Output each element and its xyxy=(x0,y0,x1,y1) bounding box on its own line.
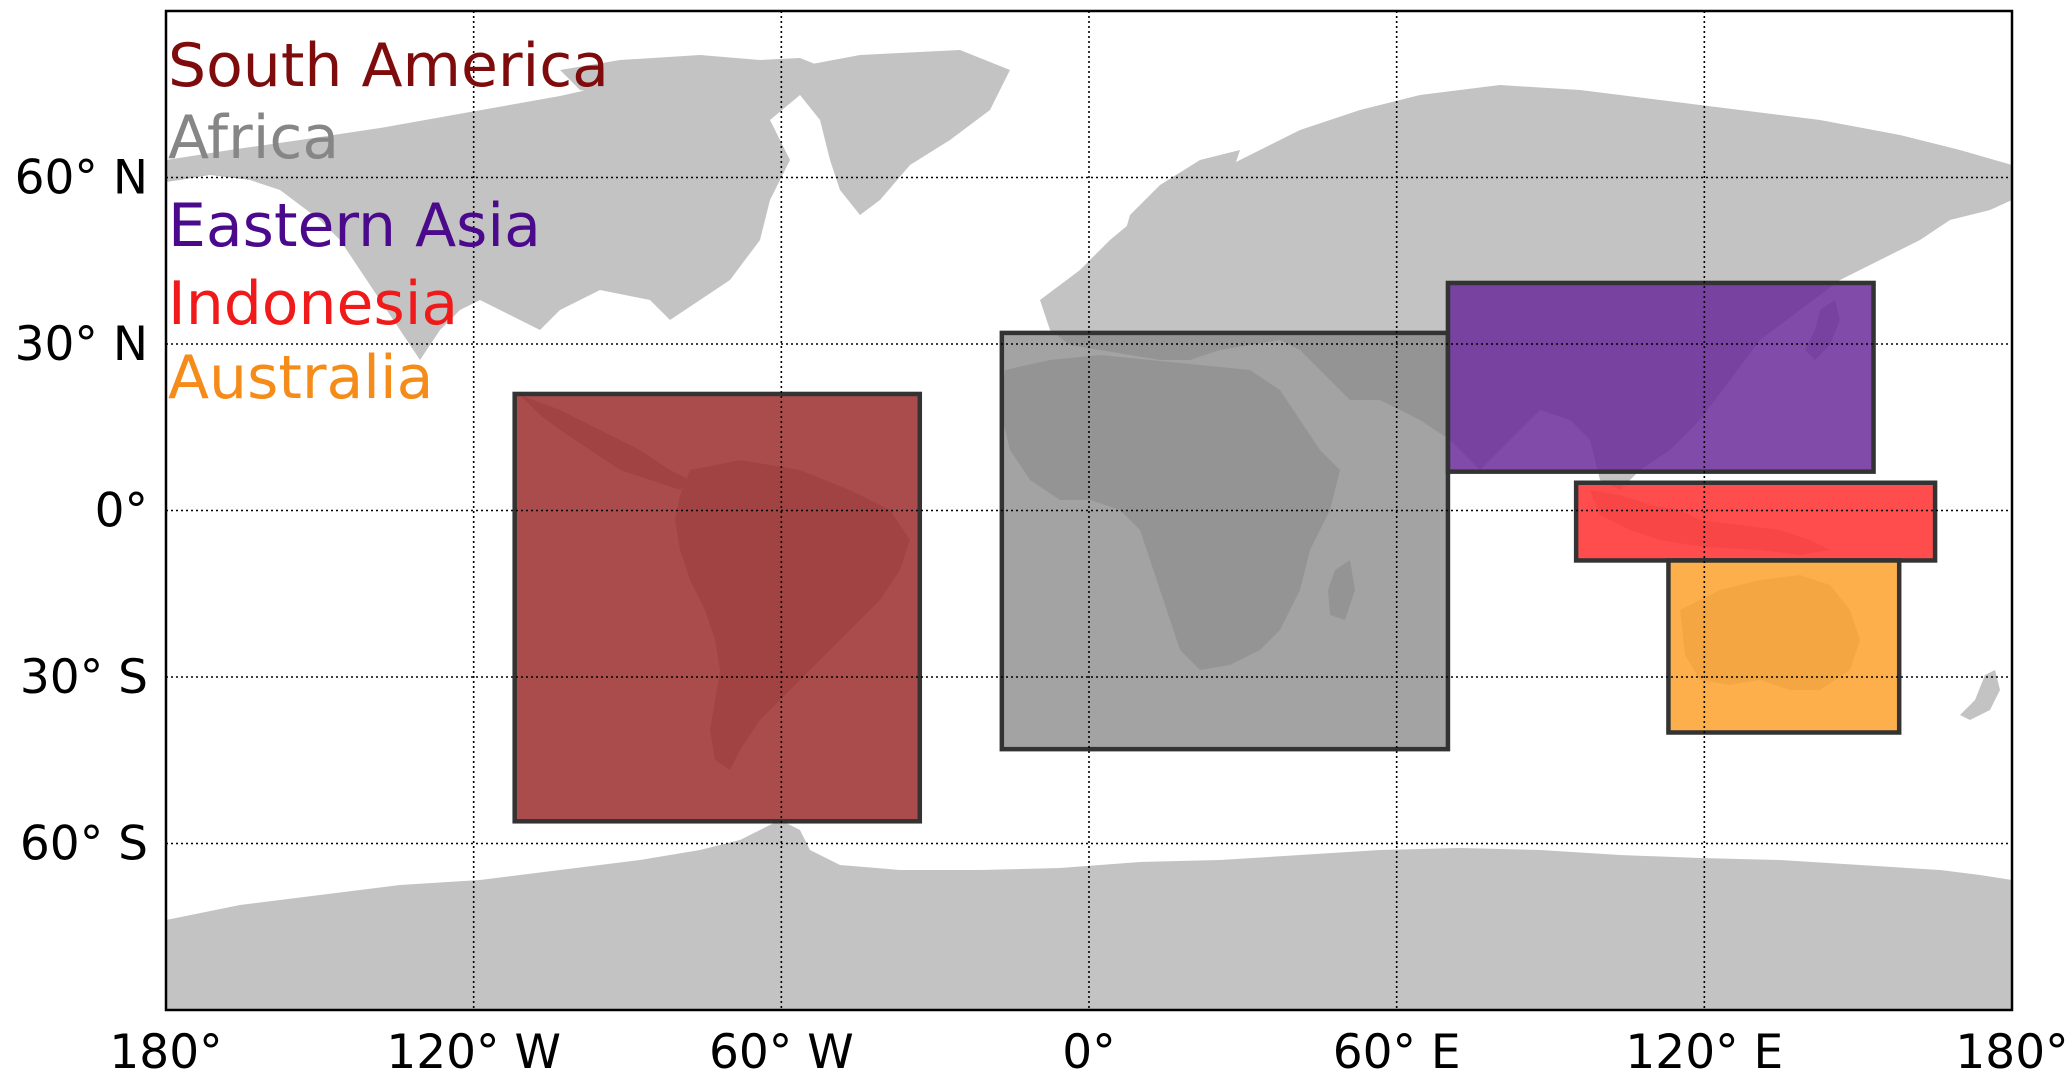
latitude-tick-label: 0° xyxy=(95,484,148,539)
longitude-tick-label: 180° xyxy=(1955,1025,2067,1075)
north-america-landmass xyxy=(166,58,830,360)
latitude-tick-label: 30° S xyxy=(20,650,148,705)
latitude-tick-labels: 60° N 30° N 0° 30° S 60° S xyxy=(15,151,148,872)
legend-label-indonesia: Indonesia xyxy=(168,269,458,339)
latitude-tick-label: 60° N xyxy=(15,151,148,206)
arctic-islands-landmass xyxy=(560,55,760,95)
longitude-tick-label: 120° W xyxy=(386,1025,561,1075)
legend-label-eastern-asia: Eastern Asia xyxy=(168,191,541,261)
region-box-australia xyxy=(1666,558,1902,735)
legend-label-australia: Australia xyxy=(168,343,433,413)
longitude-tick-label: 180° xyxy=(109,1025,222,1075)
map-frame xyxy=(164,9,2014,1012)
region-box-eastern-asia xyxy=(1445,280,1876,474)
legend-label-south-america: South America xyxy=(168,31,609,101)
legend-label-africa: Africa xyxy=(168,103,339,173)
latitude-tick-label: 60° S xyxy=(20,817,148,872)
scandinavia-landmass xyxy=(1120,150,1240,265)
region-box-south-america xyxy=(512,391,923,824)
longitude-tick-label: 60° W xyxy=(709,1025,854,1075)
antarctica-landmass xyxy=(166,820,2012,1010)
longitude-tick-labels: 180° 120° W 60° W 0° 60° E 120° E 180° xyxy=(109,1025,2067,1075)
region-box-africa xyxy=(999,330,1451,752)
greenland-landmass xyxy=(780,50,1010,215)
gridlines xyxy=(166,11,2012,1010)
region-boxes xyxy=(512,280,1938,824)
longitude-tick-label: 120° E xyxy=(1625,1025,1783,1075)
longitude-tick-label: 60° E xyxy=(1333,1025,1461,1075)
new-zealand-landmass xyxy=(1960,670,2000,720)
region-box-indonesia xyxy=(1573,480,1938,563)
longitude-tick-label: 0° xyxy=(1062,1025,1115,1075)
latitude-tick-label: 30° N xyxy=(15,317,148,372)
